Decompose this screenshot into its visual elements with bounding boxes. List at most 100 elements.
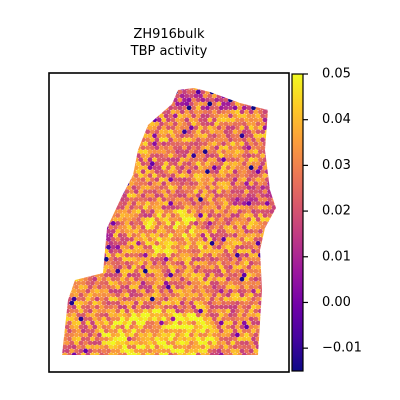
spot: [184, 308, 190, 314]
spot: [235, 221, 240, 226]
spot: [202, 189, 208, 195]
spot: [154, 272, 160, 278]
spot: [189, 181, 194, 187]
spot: [239, 284, 245, 290]
spot: [246, 217, 252, 222]
spot: [230, 165, 236, 171]
spot: [97, 324, 102, 330]
spot: [225, 125, 231, 131]
spot: [184, 109, 190, 115]
spot: [149, 344, 155, 350]
spot: [140, 352, 146, 355]
spot: [205, 288, 210, 294]
spot: [136, 209, 141, 214]
spot: [255, 209, 261, 214]
spot: [246, 296, 252, 302]
spot: [216, 213, 222, 218]
spot: [214, 129, 220, 135]
spot: [214, 272, 220, 278]
colorbar-tick-label: 0.05: [322, 67, 351, 82]
spot: [147, 252, 153, 258]
spot: [228, 344, 233, 350]
spot: [235, 149, 240, 155]
spot: [205, 217, 210, 222]
spot: [184, 197, 190, 202]
spot: [124, 244, 130, 250]
spot: [120, 213, 125, 218]
spot: [145, 233, 151, 238]
spot: [175, 213, 181, 218]
spot: [248, 324, 254, 330]
spot: [87, 276, 93, 282]
spot: [117, 241, 123, 246]
spot: [207, 213, 213, 218]
spot: [182, 248, 187, 254]
spot: [126, 352, 132, 355]
spot: [255, 272, 261, 278]
spot: [218, 272, 224, 278]
spot: [179, 181, 185, 187]
spot: [244, 308, 250, 314]
spot: [198, 149, 204, 155]
spot: [136, 264, 141, 270]
spot: [101, 300, 107, 306]
spot: [200, 256, 206, 262]
spot: [218, 352, 224, 355]
spot: [170, 268, 176, 274]
spot: [131, 241, 137, 246]
spot: [253, 268, 259, 274]
spot: [113, 312, 118, 318]
spot: [223, 209, 229, 214]
spot: [225, 276, 231, 282]
spot: [216, 109, 222, 115]
spot: [212, 173, 217, 179]
spot: [133, 189, 139, 195]
spot: [159, 328, 164, 334]
spot: [126, 201, 132, 206]
spot: [244, 276, 250, 282]
spot: [168, 225, 174, 230]
spot: [225, 252, 231, 258]
spot: [212, 292, 217, 298]
spot: [161, 205, 167, 210]
spot: [246, 280, 252, 286]
spot: [170, 173, 176, 179]
spot: [212, 157, 217, 163]
spot: [237, 105, 243, 111]
spot: [262, 197, 268, 202]
spot: [207, 149, 213, 155]
spot: [212, 332, 217, 338]
spot: [74, 340, 79, 346]
spot: [184, 260, 190, 266]
spot: [228, 217, 233, 222]
spot: [175, 101, 181, 107]
spot: [124, 205, 130, 210]
spot: [198, 268, 204, 274]
spot: [223, 113, 229, 119]
spot: [175, 292, 181, 298]
spot: [189, 88, 194, 91]
spot: [251, 185, 256, 191]
spot: [179, 213, 185, 218]
spot: [258, 284, 263, 290]
spot: [175, 117, 181, 123]
spot: [154, 288, 160, 294]
spot: [136, 153, 141, 159]
spot: [179, 332, 185, 338]
spot: [202, 205, 208, 210]
spot: [193, 268, 199, 274]
spot: [170, 133, 176, 139]
spot: [202, 133, 208, 139]
spot: [235, 165, 240, 171]
spot: [237, 209, 243, 214]
spot: [145, 248, 151, 254]
spot: [239, 268, 245, 274]
spot: [260, 153, 266, 159]
spot: [239, 213, 245, 218]
spot: [248, 300, 254, 306]
spot: [156, 157, 162, 163]
spot: [159, 137, 164, 143]
spot: [177, 121, 183, 127]
spot: [177, 256, 183, 262]
spot: [115, 348, 121, 354]
